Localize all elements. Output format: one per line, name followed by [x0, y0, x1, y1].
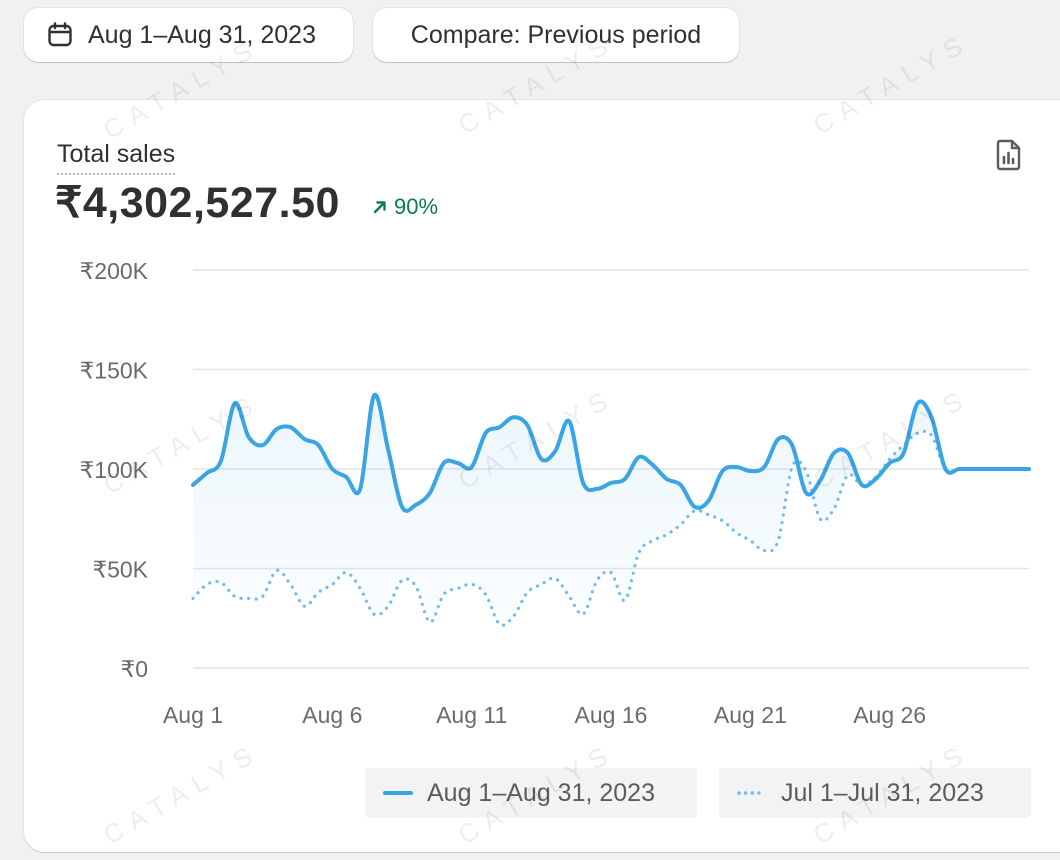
date-range-label: Aug 1–Aug 31, 2023 — [88, 20, 316, 49]
x-tick-label: Aug 6 — [302, 702, 362, 728]
export-report-icon[interactable] — [992, 138, 1026, 172]
calendar-icon — [48, 22, 72, 47]
metric-change-value: 90% — [394, 194, 439, 219]
series-line-previous — [191, 429, 1031, 627]
y-tick-label: ₹150K — [80, 358, 149, 384]
metric-value: ₹4,302,527.50 — [55, 179, 340, 227]
x-tick-label: Aug 11 — [436, 702, 507, 728]
legend-item-previous-period[interactable]: Jul 1–Jul 31, 2023 — [719, 768, 1031, 818]
compare-label: Compare: Previous period — [410, 20, 702, 49]
x-tick-label: Aug 21 — [714, 702, 787, 728]
legend-label-previous: Jul 1–Jul 31, 2023 — [781, 778, 984, 807]
series-line-current — [191, 392, 1031, 513]
date-range-button[interactable]: Aug 1–Aug 31, 2023 — [24, 8, 353, 62]
legend-swatch-solid — [383, 791, 413, 795]
x-tick-label: Aug 26 — [853, 702, 926, 728]
metric-change-badge: 90% — [372, 194, 438, 220]
legend-label-current: Aug 1–Aug 31, 2023 — [427, 778, 655, 807]
legend-swatch-dotted — [737, 791, 767, 795]
x-tick-label: Aug 1 — [163, 702, 223, 728]
x-tick-label: Aug 16 — [575, 702, 648, 728]
metric-label[interactable]: Total sales — [57, 140, 176, 175]
series-area-fill — [193, 394, 1029, 626]
y-tick-label: ₹50K — [92, 557, 148, 583]
sales-line-chart: ₹0 ₹50K ₹100K ₹150K ₹200K Aug 1 Aug 6 Aug 11 Aug… — [80, 258, 1031, 728]
arrow-up-right-icon — [373, 201, 386, 214]
legend-item-current-period[interactable]: Aug 1–Aug 31, 2023 — [365, 768, 697, 818]
y-tick-label: ₹200K — [80, 258, 149, 284]
total-sales-card: Total sales ₹4,302,527.50 90% ₹0 ₹50K ₹100… — [24, 100, 1060, 852]
y-tick-label: ₹100K — [80, 457, 149, 483]
compare-period-button[interactable]: Compare: Previous period — [373, 8, 739, 62]
y-tick-label: ₹0 — [121, 656, 148, 682]
